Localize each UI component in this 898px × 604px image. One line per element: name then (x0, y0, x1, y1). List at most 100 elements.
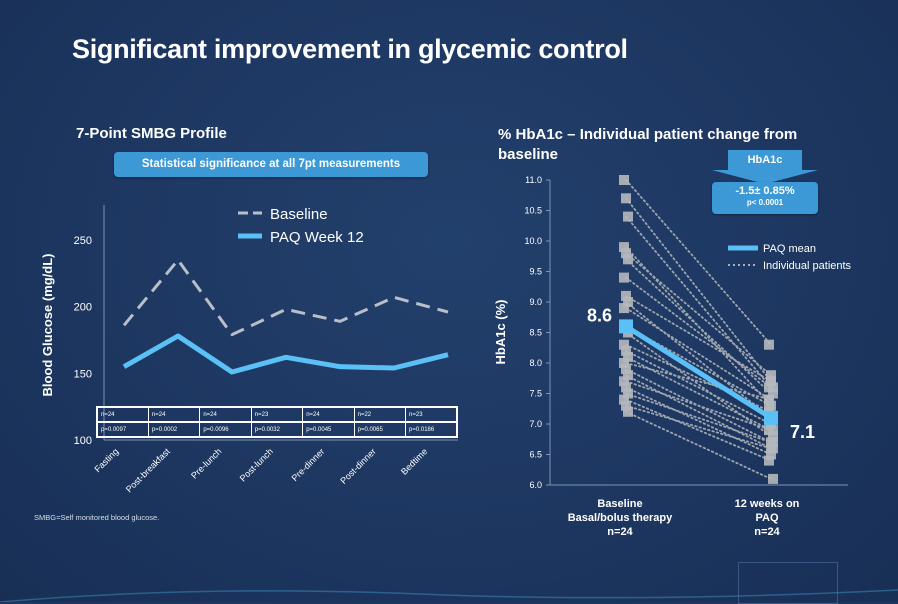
baseline-point (621, 364, 631, 375)
individual-patient-line (625, 410, 772, 480)
baseline-point (619, 303, 629, 314)
week12-point (768, 388, 778, 399)
x-category-label-week12: 12 weeks on (735, 498, 800, 510)
x-category-label-baseline: Basal/bolus therapy (568, 512, 673, 524)
y-tick-label: 7.0 (529, 419, 542, 429)
week12-point (766, 370, 776, 381)
p-cell: p=0.0097 (96, 421, 149, 438)
week12-point (766, 449, 776, 460)
baseline-point (621, 290, 631, 301)
individual-patient-line (625, 301, 772, 419)
individual-patient-line (625, 252, 772, 377)
n-row: n=24 n=24 n=24 n=23 n=24 n=22 n=23 (96, 406, 458, 423)
y-tick-label: 7.5 (529, 389, 542, 399)
legend-label-baseline: Baseline (270, 206, 328, 223)
baseline-point (619, 242, 629, 253)
week12-point (766, 376, 776, 387)
week12-point (766, 443, 776, 454)
week12-point (764, 455, 774, 466)
week12-point (764, 425, 774, 436)
y-tick-label: 200 (74, 302, 92, 314)
y-tick-label: 6.0 (529, 480, 542, 490)
baseline-point (623, 254, 633, 265)
y-tick-label: 100 (74, 435, 92, 447)
p-cell: p=0.0186 (405, 421, 458, 438)
individual-patient-line (625, 276, 772, 389)
x-category-label-baseline: n=24 (607, 526, 633, 538)
baseline-point (619, 358, 629, 368)
week12-mean-label: 7.1 (790, 422, 815, 442)
baseline-point (621, 248, 631, 259)
week12-point (768, 431, 778, 442)
baseline-point (619, 175, 629, 185)
y-tick-label: 150 (74, 368, 92, 380)
individual-patient-line (625, 294, 772, 383)
baseline-point (623, 351, 633, 362)
baseline-point (623, 211, 633, 222)
y-tick-label: 6.5 (529, 450, 542, 460)
baseline-point (623, 388, 633, 399)
paq-mean-baseline-point (619, 319, 633, 334)
y-tick-label: 10.5 (524, 206, 542, 216)
legend-label-paq: PAQ Week 12 (270, 229, 364, 246)
baseline-point (621, 400, 631, 411)
week12-point (768, 473, 778, 484)
callout-arrow-icon (712, 170, 818, 184)
legend-label-paq-mean: PAQ mean (763, 243, 816, 255)
baseline-point (623, 370, 633, 381)
y-tick-label: 10.0 (524, 236, 542, 246)
baseline-point (619, 272, 629, 283)
y-axis-label: Blood Glucose (mg/dL) (40, 254, 55, 397)
smbg-chart-subtitle: 7-Point SMBG Profile (76, 125, 227, 142)
x-category-label-baseline: Baseline (597, 498, 642, 510)
hba1c-chart-subtitle: % HbA1c – Individual patient change from… (498, 126, 798, 163)
hba1c-callout-box: -1.5± 0.85% p< 0.0001 (712, 182, 818, 214)
y-tick-label: 9.0 (529, 297, 542, 307)
baseline-point (619, 339, 629, 350)
individual-patient-line (625, 179, 772, 346)
week12-point (766, 400, 776, 411)
p-cell: p=0.0045 (302, 421, 355, 438)
series-line-paq-week-12 (122, 333, 449, 375)
y-tick-label: 250 (74, 235, 92, 247)
x-category-label-week12: n=24 (754, 526, 780, 538)
individual-patient-line (625, 331, 772, 438)
significance-banner: Statistical significance at all 7pt meas… (114, 152, 428, 177)
baseline-point (623, 406, 633, 417)
baseline-point (619, 376, 629, 387)
y-tick-label: 8.5 (529, 328, 542, 338)
baseline-point (623, 297, 633, 307)
baseline-point (619, 394, 629, 405)
legend-label-individual: Individual patients (763, 260, 852, 272)
individual-patient-line (625, 349, 772, 425)
footnote: SMBG=Self monitored blood glucose. (34, 513, 160, 522)
slide-title: Significant improvement in glycemic cont… (72, 34, 628, 64)
week12-point (768, 437, 778, 448)
individual-patient-line (625, 307, 772, 401)
x-category-label-week12: PAQ (755, 512, 778, 524)
individual-patient-line (625, 392, 772, 444)
week12-point (764, 382, 774, 393)
individual-patient-line (625, 258, 772, 395)
y-tick-label: 8.0 (529, 358, 542, 368)
p-cell: p=0.0065 (353, 421, 407, 438)
individual-patient-line (625, 398, 772, 462)
week12-point (764, 394, 774, 405)
individual-patient-line (625, 374, 772, 450)
paq-mean-week12-point (764, 410, 778, 425)
hba1c-callout-label: HbA1c (728, 150, 802, 170)
y-axis-label: HbA1c (%) (493, 299, 508, 364)
p-row: p=0.0097 p=0.0002 p=0.0096 p=0.0032 p=0.… (96, 421, 458, 438)
baseline-point (621, 382, 631, 393)
decorative-frame (738, 562, 838, 604)
individual-patient-line (625, 197, 772, 383)
p-cell: p=0.0096 (199, 421, 252, 438)
individual-patient-line (625, 386, 772, 456)
baseline-point (621, 345, 631, 356)
paq-mean-line (624, 324, 773, 421)
hba1c-change-value: -1.5± 0.85% (735, 185, 795, 197)
n-p-table: n=24 n=24 n=24 n=23 n=24 n=22 n=23 p=0.0… (96, 406, 458, 438)
